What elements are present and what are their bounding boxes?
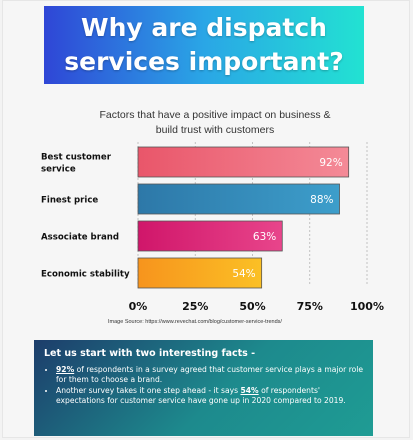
x-tick-label: 25% bbox=[182, 300, 208, 313]
fact-highlight: 92% bbox=[56, 365, 75, 374]
fact-text: of respondents in a survey agreed that c… bbox=[56, 365, 364, 385]
fact-item: Another survey takes it one step ahead -… bbox=[56, 386, 365, 407]
category-label: Economic stability bbox=[41, 270, 130, 280]
category-label: Finest price bbox=[41, 196, 98, 206]
x-tick-label: 75% bbox=[297, 300, 323, 313]
bar-value-label: 54% bbox=[232, 268, 255, 280]
bar bbox=[137, 220, 283, 252]
bar bbox=[137, 183, 340, 215]
facts-box: Let us start with two interesting facts … bbox=[34, 340, 373, 436]
fact-highlight: 54% bbox=[240, 385, 259, 395]
image-source: Image Source: https://www.revechat.com/b… bbox=[108, 319, 282, 325]
fact-item: 92% of respondents in a survey agreed th… bbox=[56, 365, 365, 386]
title-banner: Why are dispatch services important? bbox=[44, 6, 364, 84]
x-tick-label: 50% bbox=[239, 300, 265, 313]
category-label: Best customer bbox=[41, 153, 112, 163]
fact-prefix: Another survey takes it one step ahead -… bbox=[56, 385, 241, 395]
x-tick-label: 0% bbox=[129, 300, 148, 313]
bar bbox=[137, 146, 350, 178]
category-label: Associate brand bbox=[41, 233, 119, 243]
facts-heading: Let us start with two interesting facts … bbox=[44, 348, 256, 359]
bar-value-label: 88% bbox=[310, 194, 333, 206]
page-title: Why are dispatch services important? bbox=[64, 13, 344, 76]
fact-text: of respondents' expectations for custome… bbox=[56, 385, 346, 406]
bar-value-label: 92% bbox=[319, 157, 342, 169]
bar-value-label: 63% bbox=[253, 231, 276, 243]
x-tick-label: 100% bbox=[350, 300, 384, 313]
facts-list: 92% of respondents in a survey agreed th… bbox=[44, 365, 365, 407]
bar bbox=[137, 257, 263, 289]
chart-subtitle: Factors that have a positive impact on b… bbox=[99, 109, 331, 136]
category-label: service bbox=[41, 165, 76, 175]
bar-chart: 92% Best customer service 88% Finest price 63… bbox=[41, 142, 384, 313]
